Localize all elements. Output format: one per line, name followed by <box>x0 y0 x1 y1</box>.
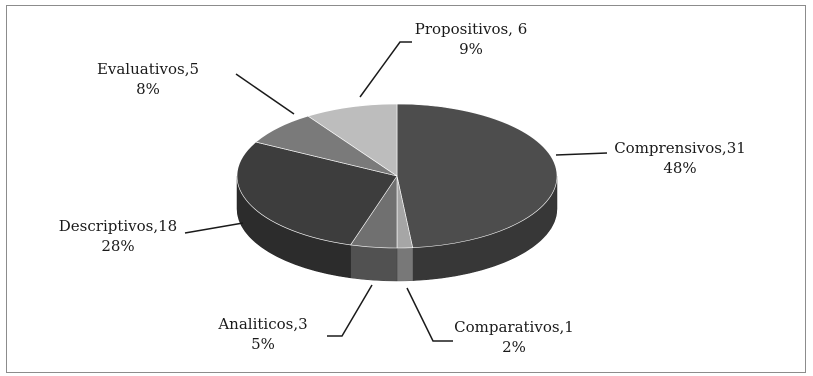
leader-line-propositivos <box>359 41 412 98</box>
slice-label-analiticos: Analiticos,3 <box>217 315 307 333</box>
leader-line-comprensivos <box>555 152 608 156</box>
leader-line-descriptivos <box>184 222 244 234</box>
leader-lines <box>184 41 608 342</box>
pie-side-analiticos <box>350 244 398 282</box>
slice-percent-descriptivos: 28% <box>101 237 134 255</box>
slice-label-descriptivos: Descriptivos,18 <box>59 217 177 235</box>
slice-percent-propositivos: 9% <box>459 40 483 58</box>
slice-percent-comparativos: 2% <box>502 338 526 356</box>
slice-percent-evaluativos: 8% <box>136 80 160 98</box>
pie-side-comparativos <box>396 247 413 282</box>
slice-label-evaluativos: Evaluativos,5 <box>97 60 199 78</box>
slice-label-propositivos: Propositivos, 6 <box>415 20 528 38</box>
slice-label-comprensivos: Comprensivos,31 <box>614 139 746 157</box>
leader-line-evaluativos <box>235 73 295 115</box>
slice-label-comparativos: Comparativos,1 <box>454 318 574 336</box>
leader-line-comparativos <box>406 287 453 342</box>
slice-percent-analiticos: 5% <box>251 335 275 353</box>
pie-slice-descriptivos <box>236 141 398 246</box>
pie-slice-comprensivos <box>396 103 558 248</box>
leader-line-analiticos <box>327 284 373 337</box>
slice-percent-comprensivos: 48% <box>663 159 696 177</box>
pie-top-faces <box>236 103 558 249</box>
pie-slice-propositivos <box>307 103 398 177</box>
